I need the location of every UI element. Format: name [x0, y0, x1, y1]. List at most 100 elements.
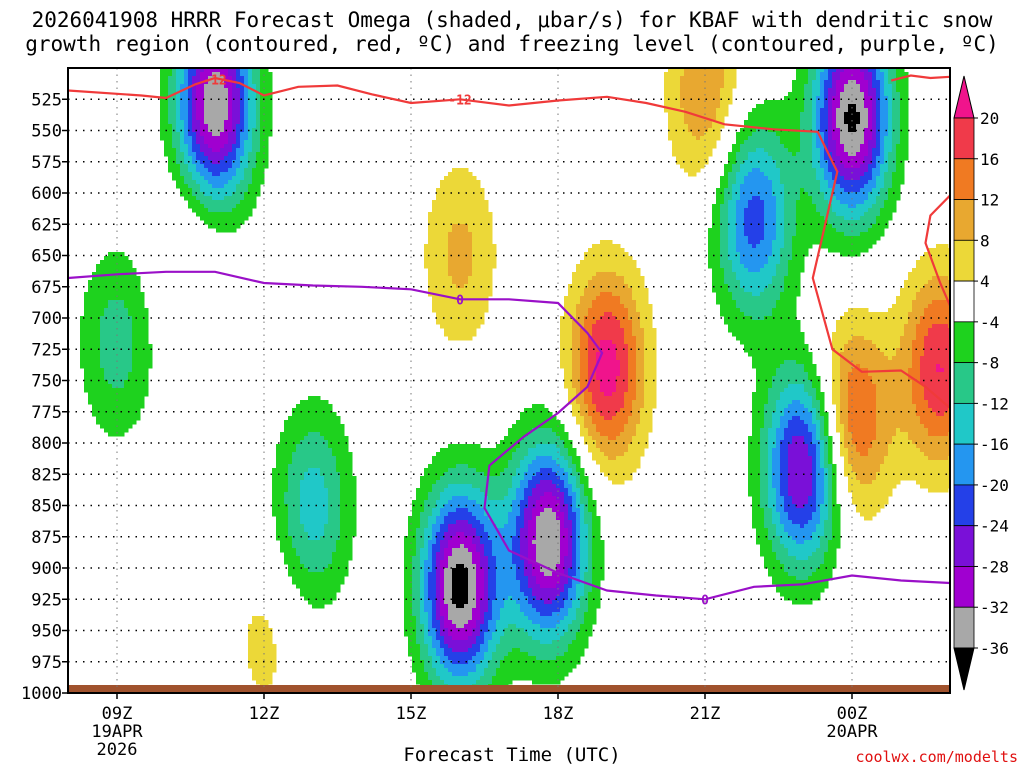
omega-cell	[244, 192, 249, 197]
omega-cell	[792, 300, 797, 305]
omega-cell	[604, 248, 609, 253]
omega-cell	[736, 156, 741, 161]
omega-cell	[776, 100, 781, 105]
omega-cell	[892, 152, 897, 157]
omega-cell	[200, 192, 205, 197]
omega-cell	[96, 300, 101, 305]
omega-cell	[924, 312, 929, 317]
omega-cell	[480, 204, 485, 209]
omega-cell	[452, 172, 457, 177]
omega-cell	[748, 164, 753, 169]
omega-cell	[736, 180, 741, 185]
omega-cell	[824, 204, 829, 209]
omega-cell	[840, 236, 845, 241]
omega-cell	[704, 108, 709, 113]
omega-cell	[864, 136, 869, 141]
omega-cell	[644, 304, 649, 309]
omega-cell	[752, 140, 757, 145]
omega-cell	[780, 268, 785, 273]
omega-cell	[864, 116, 869, 121]
omega-cell	[456, 280, 461, 285]
omega-cell	[732, 292, 737, 297]
omega-cell	[832, 144, 837, 149]
omega-cell	[884, 200, 889, 205]
omega-cell	[588, 312, 593, 317]
omega-cell	[460, 212, 465, 217]
omega-cell	[172, 80, 177, 85]
omega-cell	[208, 216, 213, 221]
omega-cell	[480, 256, 485, 261]
omega-cell	[900, 140, 905, 145]
omega-cell	[872, 236, 877, 241]
omega-cell	[744, 256, 749, 261]
omega-cell	[780, 196, 785, 201]
omega-cell	[168, 68, 173, 73]
omega-cell	[200, 180, 205, 185]
omega-cell	[564, 316, 569, 321]
omega-cell	[720, 268, 725, 273]
omega-cell	[228, 72, 233, 77]
omega-cell	[776, 172, 781, 177]
omega-cell	[832, 136, 837, 141]
omega-cell	[792, 88, 797, 93]
omega-cell	[444, 188, 449, 193]
omega-cell	[592, 276, 597, 281]
omega-cell	[572, 296, 577, 301]
omega-cell	[888, 164, 893, 169]
omega-cell	[736, 272, 741, 277]
omega-cell	[800, 116, 805, 121]
omega-cell	[880, 316, 885, 321]
omega-cell	[740, 176, 745, 181]
omega-cell	[820, 148, 825, 153]
omega-cell	[740, 172, 745, 177]
omega-cell	[724, 304, 729, 309]
omega-cell	[848, 240, 853, 245]
omega-cell	[852, 136, 857, 141]
omega-cell	[428, 272, 433, 277]
omega-cell	[764, 280, 769, 285]
omega-cell	[728, 308, 733, 313]
omega-cell	[744, 268, 749, 273]
omega-cell	[224, 200, 229, 205]
omega-cell	[792, 304, 797, 309]
omega-cell	[888, 212, 893, 217]
omega-cell	[812, 164, 817, 169]
omega-cell	[436, 208, 441, 213]
omega-cell	[236, 112, 241, 117]
omega-cell	[164, 144, 169, 149]
omega-cell	[624, 296, 629, 301]
omega-cell	[924, 264, 929, 269]
omega-cell	[628, 256, 633, 261]
omega-cell	[172, 112, 177, 117]
omega-cell	[248, 84, 253, 89]
omega-cell	[472, 320, 477, 325]
omega-cell	[476, 244, 481, 249]
omega-cell	[436, 212, 441, 217]
omega-cell	[616, 304, 621, 309]
omega-cell	[836, 184, 841, 189]
omega-cell	[472, 208, 477, 213]
omega-cell	[768, 112, 773, 117]
omega-cell	[900, 132, 905, 137]
omega-cell	[484, 268, 489, 273]
omega-cell	[680, 92, 685, 97]
omega-cell	[812, 220, 817, 225]
omega-cell	[744, 300, 749, 305]
omega-cell	[468, 176, 473, 181]
omega-cell	[788, 140, 793, 145]
omega-cell	[760, 216, 765, 221]
omega-cell	[848, 248, 853, 253]
omega-cell	[856, 204, 861, 209]
omega-cell	[236, 136, 241, 141]
omega-cell	[736, 132, 741, 137]
omega-cell	[884, 68, 889, 73]
omega-cell	[88, 312, 93, 317]
omega-cell	[832, 68, 837, 73]
omega-cell	[228, 208, 233, 213]
omega-cell	[876, 228, 881, 233]
omega-cell	[640, 316, 645, 321]
omega-cell	[608, 288, 613, 293]
omega-cell	[584, 276, 589, 281]
omega-cell	[168, 164, 173, 169]
omega-cell	[196, 164, 201, 169]
